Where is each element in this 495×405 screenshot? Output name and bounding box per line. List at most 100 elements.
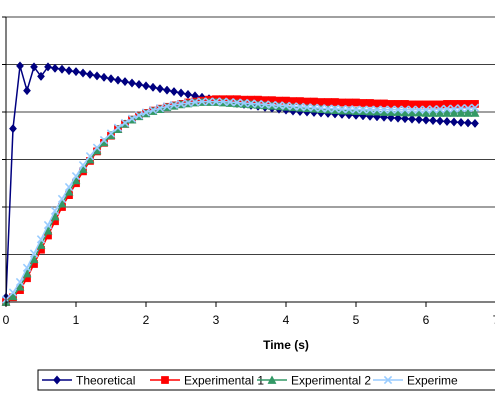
- data-point: [232, 98, 242, 107]
- data-point: [50, 206, 60, 215]
- data-point: [36, 235, 46, 244]
- legend-item: Experimental 2: [257, 374, 371, 388]
- data-point-stroke: [337, 104, 347, 114]
- data-point: [225, 97, 235, 107]
- data-point: [386, 105, 396, 114]
- data-point: [415, 115, 423, 125]
- data-point: [15, 282, 25, 291]
- x-tick-label: 7: [493, 313, 495, 327]
- data-point: [246, 99, 256, 108]
- data-point: [23, 86, 31, 96]
- data-point: [155, 104, 165, 113]
- data-point: [176, 99, 186, 109]
- data-point-stroke: [43, 220, 53, 230]
- data-point: [302, 103, 312, 112]
- data-point-stroke: [442, 104, 452, 113]
- x-axis-title: Time (s): [263, 338, 309, 352]
- data-point: [79, 68, 87, 78]
- data-point: [107, 74, 115, 84]
- data-point: [197, 97, 207, 106]
- data-point: [190, 97, 200, 107]
- series-group: [1, 61, 480, 306]
- data-point: [463, 104, 473, 113]
- data-point: [51, 63, 59, 73]
- data-point-stroke: [127, 114, 137, 123]
- data-point: [65, 66, 73, 76]
- data-point: [274, 101, 284, 110]
- data-point: [471, 118, 479, 128]
- data-point: [184, 89, 192, 100]
- legend-label: Experime: [407, 374, 458, 388]
- data-point-stroke: [309, 103, 319, 112]
- legend: Theoretical Experimental 1 Experimental 2 E…: [37, 369, 495, 391]
- data-point-stroke: [148, 105, 158, 115]
- data-point-stroke: [281, 101, 291, 110]
- data-point: [435, 104, 445, 114]
- x-tick-label: 5: [353, 313, 360, 327]
- data-point: [177, 88, 185, 98]
- data-point: [170, 86, 178, 97]
- data-point: [457, 117, 465, 128]
- data-point: [253, 99, 263, 109]
- data-point: [288, 102, 298, 111]
- data-point-stroke: [463, 104, 473, 113]
- data-point: [337, 104, 347, 114]
- data-point: [422, 115, 430, 125]
- data-point-stroke: [365, 105, 375, 114]
- data-point: [22, 263, 32, 272]
- data-point: [44, 62, 52, 72]
- data-point-stroke: [330, 104, 340, 113]
- data-point-stroke: [414, 105, 424, 114]
- x-tick-label: 2: [143, 313, 150, 327]
- data-point-stroke: [267, 100, 277, 110]
- data-point: [92, 143, 102, 152]
- data-point: [394, 113, 402, 123]
- data-point-stroke: [155, 104, 165, 113]
- data-point: [100, 72, 108, 82]
- data-point: [373, 99, 381, 108]
- data-point-stroke: [141, 108, 151, 117]
- data-point: [53, 375, 61, 385]
- data-point-stroke: [400, 105, 410, 114]
- data-point-stroke: [302, 103, 312, 112]
- data-point-stroke: [288, 102, 298, 111]
- data-point-stroke: [253, 99, 263, 109]
- data-point: [414, 105, 424, 114]
- data-point: [30, 62, 38, 72]
- data-point: [421, 105, 431, 114]
- data-point-stroke: [358, 105, 368, 114]
- x-tick-label: 4: [283, 313, 290, 327]
- data-point-stroke: [260, 100, 270, 109]
- data-point: [57, 194, 67, 204]
- legend-label: Theoretical: [76, 374, 135, 388]
- legend-item: Experime: [373, 374, 458, 388]
- data-point-stroke: [456, 104, 466, 113]
- data-point: [428, 104, 438, 114]
- data-point-stroke: [344, 104, 354, 114]
- data-point: [267, 375, 277, 384]
- data-point: [78, 161, 88, 170]
- data-point: [93, 71, 101, 81]
- data-point: [449, 108, 459, 117]
- data-point-stroke: [36, 235, 46, 244]
- data-point: [359, 99, 367, 107]
- data-point: [86, 69, 94, 80]
- data-point: [401, 114, 409, 124]
- data-point: [330, 104, 340, 113]
- data-point: [15, 277, 25, 287]
- data-point: [169, 100, 179, 110]
- data-point: [442, 108, 452, 117]
- data-point-stroke: [85, 152, 95, 161]
- data-point: [267, 100, 277, 110]
- data-point: [127, 114, 137, 123]
- data-point-stroke: [386, 105, 396, 114]
- data-point: [372, 105, 382, 114]
- data-point: [8, 288, 18, 297]
- data-point: [380, 99, 388, 108]
- data-point: [162, 102, 172, 111]
- data-point: [352, 98, 360, 107]
- data-point: [456, 104, 466, 113]
- data-point: [156, 84, 164, 94]
- data-point-stroke: [218, 97, 228, 106]
